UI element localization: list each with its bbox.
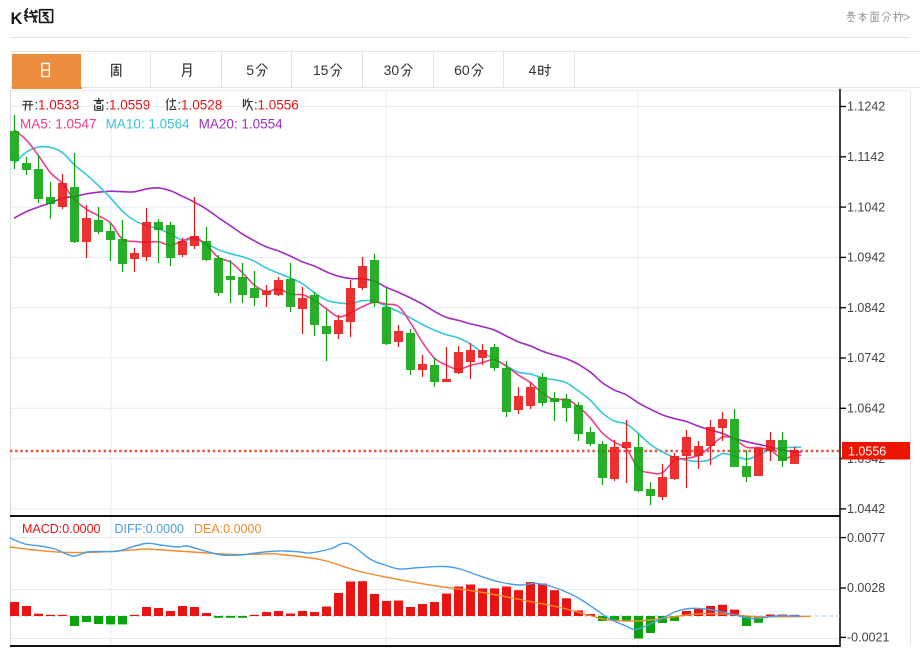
svg-text::: : (254, 98, 258, 113)
svg-text:60: 60 (454, 62, 470, 78)
svg-text::: : (35, 98, 39, 113)
svg-text:-0.0021: -0.0021 (847, 631, 889, 645)
svg-text:1.1042: 1.1042 (847, 200, 885, 214)
svg-text:0.0077: 0.0077 (847, 531, 885, 545)
svg-text:1.0528: 1.0528 (181, 98, 222, 113)
svg-text:K: K (11, 10, 23, 28)
svg-text:1.0559: 1.0559 (109, 98, 150, 113)
svg-text::: : (178, 98, 182, 113)
svg-text:15: 15 (313, 62, 329, 78)
svg-text:30: 30 (384, 62, 400, 78)
svg-text:1.0742: 1.0742 (847, 351, 885, 365)
svg-text:1.0533: 1.0533 (38, 98, 79, 113)
svg-text:1.0642: 1.0642 (847, 402, 885, 416)
svg-text:1.0842: 1.0842 (847, 301, 885, 315)
svg-text:1.0942: 1.0942 (847, 251, 885, 265)
svg-text:>: > (903, 11, 910, 25)
svg-text:1.0442: 1.0442 (847, 502, 885, 516)
svg-text::: : (106, 98, 110, 113)
svg-text:1.1242: 1.1242 (847, 100, 885, 114)
svg-text:1.1142: 1.1142 (847, 150, 884, 164)
svg-text:4: 4 (529, 62, 537, 78)
svg-text:5: 5 (246, 62, 254, 78)
svg-text:0.0028: 0.0028 (847, 581, 885, 595)
svg-text:1.0556: 1.0556 (848, 445, 886, 459)
svg-text:1.0556: 1.0556 (258, 98, 299, 113)
